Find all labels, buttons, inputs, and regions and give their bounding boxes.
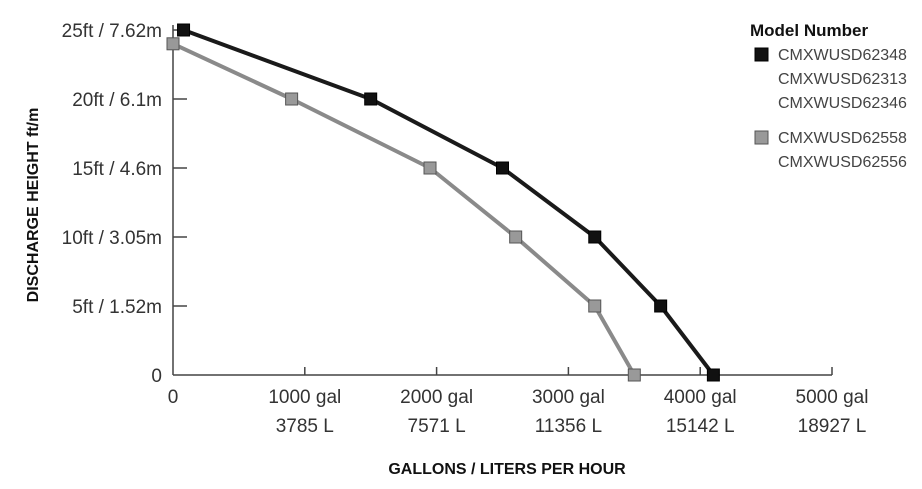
- series-2-point: [627, 368, 641, 382]
- series-lines: [172, 28, 715, 377]
- legend: Model Number CMXWUSD62348 CMXWUSD62313 CMX…: [750, 21, 907, 171]
- y-tick-label: 20ft / 6.1m: [72, 90, 162, 111]
- x-tick-label: 1000 gal: [268, 387, 341, 408]
- legend-entry: CMXWUSD62558: [778, 130, 907, 147]
- x-tick-label: 3000 gal: [532, 387, 605, 408]
- y-tick-label: 10ft / 3.05m: [62, 228, 162, 249]
- x-tick-label-liters: 3785 L: [276, 416, 334, 437]
- series-1-point: [706, 368, 720, 382]
- series-1-point: [496, 161, 509, 175]
- legend-entry: CMXWUSD62346: [778, 95, 907, 112]
- y-tick-label: 25ft / 7.62m: [62, 21, 162, 42]
- y-tick-label: 5ft / 1.52m: [72, 297, 162, 318]
- series-2-point: [285, 92, 299, 106]
- series-1-point: [177, 23, 191, 37]
- x-axis-title: GALLONS / LITERS PER HOUR: [388, 461, 626, 478]
- x-tick-label-liters: 7571 L: [408, 416, 466, 437]
- series-2-point: [423, 161, 437, 175]
- y-tick-label: 15ft / 4.6m: [72, 159, 162, 180]
- legend-title: Model Number: [750, 21, 868, 40]
- x-tick-label-liters: 18927 L: [798, 416, 867, 437]
- series-2-point: [509, 230, 523, 244]
- axes: 0 5ft / 1.52m 10ft / 3.05m 15ft / 4.6m 20ft …: [62, 21, 869, 437]
- y-axis-title: DISCHARGE HEIGHT ft/m: [25, 108, 42, 303]
- series-markers: [166, 23, 720, 382]
- x-tick-label: 2000 gal: [400, 387, 473, 408]
- series-1-line: [182, 28, 715, 377]
- legend-entry: CMXWUSD62556: [778, 154, 907, 171]
- legend-swatch-1: [754, 47, 769, 62]
- series-2-point: [166, 37, 180, 51]
- x-tick-label: 4000 gal: [664, 387, 737, 408]
- x-tick-label-liters: 15142 L: [666, 416, 735, 437]
- x-tick-label: 5000 gal: [796, 387, 869, 408]
- series-1-point: [588, 230, 602, 244]
- legend-entry: CMXWUSD62313: [778, 71, 907, 88]
- y-tick-label: 0: [151, 366, 162, 387]
- series-1-point: [654, 299, 668, 313]
- series-1-point: [364, 92, 378, 106]
- x-tick-label-liters: 11356 L: [535, 416, 602, 437]
- series-2-line: [172, 41, 637, 376]
- series-2-point: [588, 299, 602, 313]
- x-tick-label: 0: [168, 387, 179, 408]
- legend-entry: CMXWUSD62348: [778, 47, 907, 64]
- legend-swatch-2: [754, 130, 769, 145]
